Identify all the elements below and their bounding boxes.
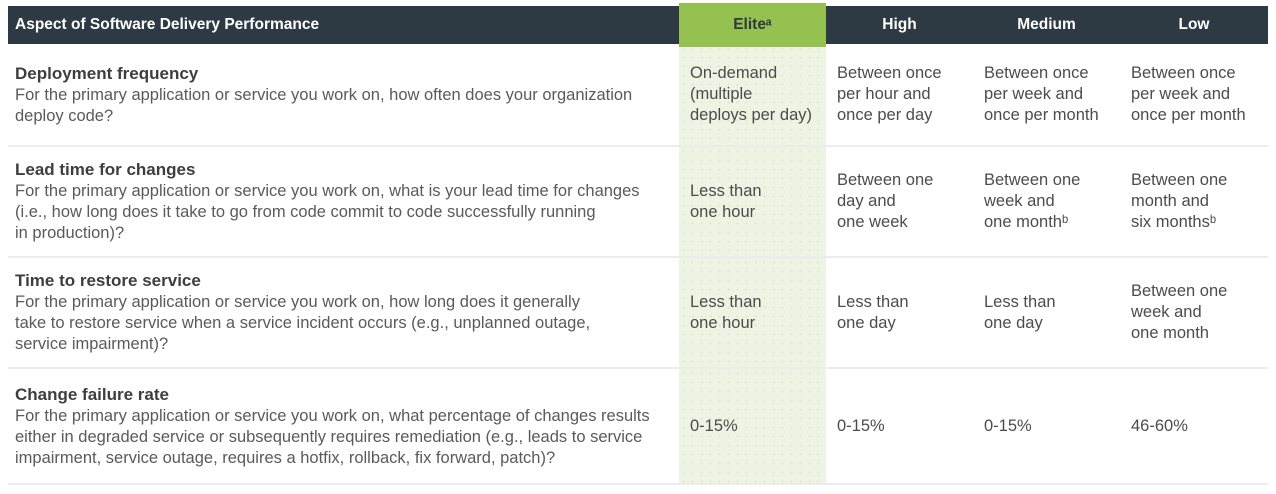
metric-name: Lead time for changes [15,160,196,179]
header-medium: Medium [973,6,1120,44]
table-row-lead-time: Lead time for changes For the primary ap… [8,147,1268,258]
value-medium: Between once per week and once per month [984,64,1099,124]
question-cell: Time to restore service For the primary … [8,258,679,367]
value-high: 0-15% [837,416,885,435]
metric-question: For the primary application or service y… [15,85,633,125]
metric-name: Change failure rate [15,384,169,404]
software-delivery-performance-table: Aspect of Software Delivery Performance … [8,0,1268,485]
value-elite: 0-15% [679,369,826,483]
metric-question: For the primary application or service y… [15,182,640,242]
value-elite: On-demand (multiple deploys per day) [679,44,826,145]
question-cell: Lead time for changes For the primary ap… [8,147,679,256]
value-elite: Less than one hour [679,147,826,256]
value-elite: Less than one hour [679,258,826,367]
value-medium: 0-15% [984,416,1032,435]
value-high: Between once per hour and once per day [837,64,942,124]
value-high: Between one day and one week [837,171,934,231]
metric-question: For the primary application or service y… [15,406,650,467]
value-low: Between one month and six monthsᵇ [1131,171,1228,231]
table-row-deployment-frequency: Deployment frequency For the primary app… [8,44,1268,147]
metric-name: Deployment frequency [15,63,199,83]
value-low: Between once per week and once per month [1131,64,1246,124]
table-row-change-failure-rate: Change failure rate For the primary appl… [8,369,1268,485]
value-high: Less than one day [837,292,909,332]
value-low: Between one week and one month [1131,282,1228,342]
value-low: 46-60% [1131,416,1188,435]
metric-name: Time to restore service [15,271,201,290]
header-high: High [826,6,973,44]
value-medium: Less than one day [984,292,1056,332]
value-medium: Between one week and one monthᵇ [984,171,1081,231]
question-cell: Deployment frequency For the primary app… [8,44,679,145]
header-low: Low [1120,6,1268,44]
question-cell: Change failure rate For the primary appl… [8,369,679,483]
header-elite: Eliteᵃ [679,3,826,47]
table-row-time-to-restore: Time to restore service For the primary … [8,258,1268,369]
table-header-row: Aspect of Software Delivery Performance … [8,3,1268,47]
header-aspect: Aspect of Software Delivery Performance [8,6,679,44]
metric-question: For the primary application or service y… [15,293,591,353]
